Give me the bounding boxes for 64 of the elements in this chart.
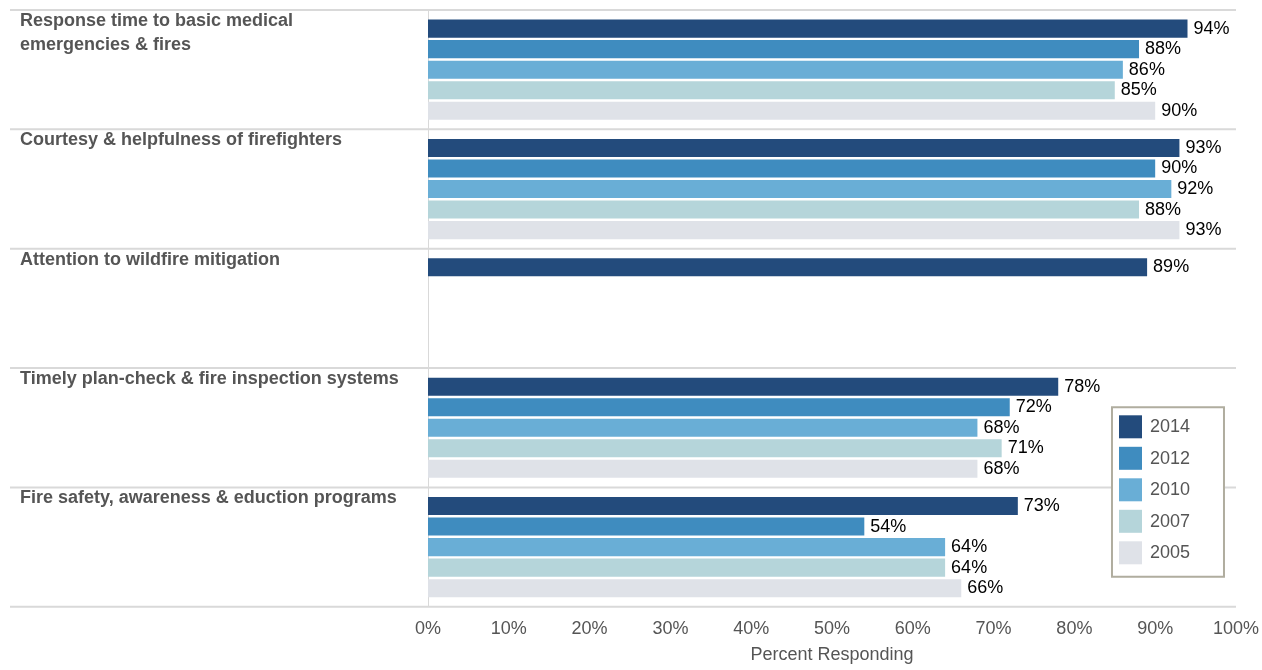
data-label: 89% — [1153, 256, 1190, 277]
bar — [428, 517, 865, 536]
bar — [428, 200, 1140, 219]
x-tick-label: 50% — [813, 617, 851, 638]
bar — [428, 538, 946, 557]
data-label: 68% — [983, 457, 1020, 478]
bar — [428, 258, 1148, 277]
x-axis-title: Percent Responding — [750, 644, 914, 665]
bar — [428, 377, 1059, 396]
y-tick-label: Courtesy & helpfulness of firefighters — [20, 129, 343, 150]
y-tick-label: Timely plan-check & fire inspection systems — [20, 368, 399, 389]
x-tick-label: 60% — [894, 617, 931, 638]
y-tick-label: Attention to wildfire mitigation — [20, 248, 280, 269]
bar — [428, 101, 1156, 120]
data-label: 92% — [1177, 178, 1214, 199]
y-tick-label: Fire safety, awareness & eduction programs — [20, 487, 397, 508]
bar — [428, 221, 1180, 240]
bar — [428, 558, 946, 577]
x-tick-label: 10% — [490, 617, 527, 638]
data-label: 86% — [1128, 58, 1165, 79]
data-label: 85% — [1120, 79, 1157, 100]
data-label: 88% — [1145, 38, 1182, 59]
data-label: 90% — [1161, 157, 1198, 178]
bar — [428, 439, 1002, 458]
x-tick-label: 90% — [1137, 617, 1174, 638]
bar — [428, 418, 978, 437]
data-label: 72% — [1015, 396, 1052, 417]
bar — [428, 497, 1018, 516]
x-tick-label: 20% — [571, 617, 608, 638]
data-label: 93% — [1185, 219, 1222, 240]
x-tick-label: 40% — [733, 617, 770, 638]
legend-label: 2007 — [1149, 510, 1191, 531]
data-label: 78% — [1064, 375, 1101, 396]
data-label: 71% — [1007, 437, 1044, 458]
bar — [428, 398, 1010, 417]
data-label: 88% — [1145, 198, 1182, 219]
legend-label: 2005 — [1149, 542, 1191, 563]
bar — [428, 579, 962, 598]
data-label: 68% — [983, 416, 1020, 437]
data-label: 90% — [1161, 99, 1198, 120]
x-tick-label: 100% — [1212, 617, 1259, 638]
bar — [428, 19, 1188, 38]
legend-label: 2012 — [1149, 447, 1191, 468]
x-tick-label: 30% — [652, 617, 689, 638]
x-tick-label: 0% — [414, 617, 442, 638]
bar — [428, 60, 1123, 79]
bar — [428, 40, 1140, 59]
data-label: 66% — [967, 577, 1004, 598]
bar — [428, 81, 1115, 100]
y-tick-label: Response time to basic medical emergencies & fires — [20, 9, 294, 54]
bar — [428, 159, 1156, 178]
bar — [428, 138, 1180, 158]
data-label: 64% — [951, 536, 988, 557]
x-tick-label: 70% — [975, 617, 1012, 638]
data-label: 54% — [870, 515, 907, 536]
data-label: 94% — [1193, 17, 1230, 38]
x-tick-label: 80% — [1056, 617, 1093, 638]
data-label: 64% — [951, 556, 988, 577]
data-label: 73% — [1023, 495, 1060, 516]
bar — [428, 459, 978, 478]
legend-label: 2010 — [1149, 479, 1191, 500]
legend-label: 2014 — [1149, 416, 1191, 437]
bar — [428, 180, 1172, 199]
data-label: 93% — [1185, 136, 1222, 157]
